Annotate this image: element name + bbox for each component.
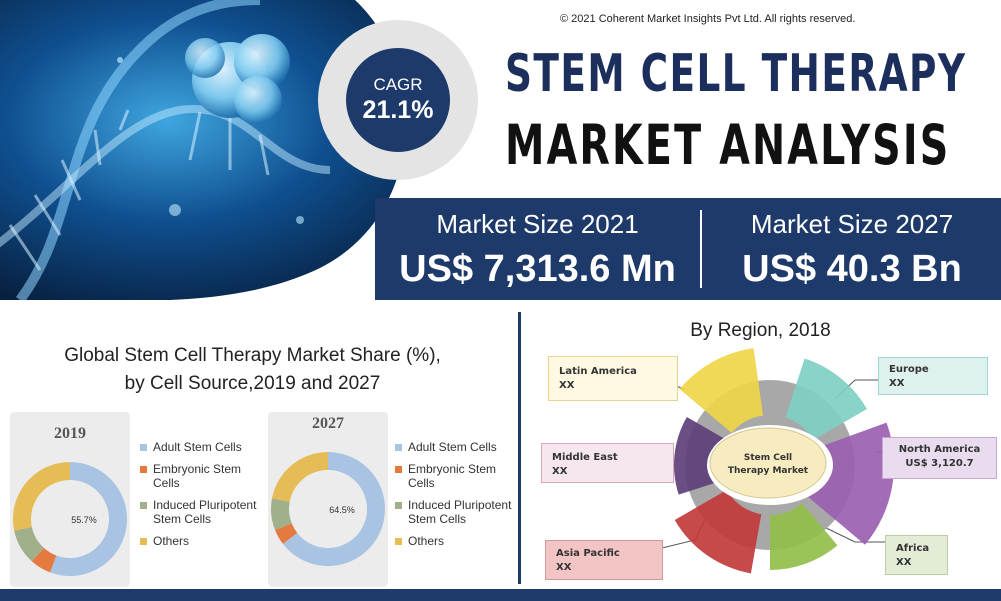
legend-swatch-others xyxy=(140,538,147,545)
region-name-europe: Europe xyxy=(889,364,929,375)
region-name-africa: Africa xyxy=(896,543,930,554)
donut-slice-2019-3 xyxy=(13,462,70,531)
hero-section: CAGR 21.1% © 2021 Coherent Market Insigh… xyxy=(0,0,1001,300)
donut-year-2019: 2019 xyxy=(54,425,86,442)
donut-data-label-2027: 64.5% xyxy=(329,505,355,515)
page-title-line2: MARKET ANALYSIS xyxy=(505,113,951,177)
region-box-europe: Europe XX xyxy=(878,357,988,395)
donut-data-label-2019: 55.7% xyxy=(71,515,97,525)
center-ellipse xyxy=(709,427,827,499)
cagr-badge: CAGR 21.1% xyxy=(318,20,478,180)
center-label-line1: Stem Cell xyxy=(744,453,792,463)
legend-swatch-embryonic xyxy=(140,466,147,473)
band-divider xyxy=(700,210,702,288)
region-value-europe: XX xyxy=(889,378,905,389)
region-name-asia-pacific: Asia Pacific xyxy=(556,548,620,559)
donut-slice-2019-1 xyxy=(31,547,57,573)
region-value-latin-america: XX xyxy=(559,380,575,391)
donut-slice-2027-1 xyxy=(275,523,298,544)
legend-label-induced-line1: Induced Pluripotent xyxy=(408,498,512,512)
legend-label-others: Others xyxy=(153,534,190,548)
legend-item-induced: Induced Pluripotent Stem Cells xyxy=(395,498,515,526)
cell-source-title-line1: Global Stem Cell Therapy Market Share (%… xyxy=(64,345,441,366)
legend-label-others: Others xyxy=(408,534,445,548)
region-sector-africa xyxy=(770,503,838,570)
legend-swatch-others xyxy=(395,538,402,545)
leader-line-africa xyxy=(819,524,885,543)
legend-label-adult: Adult Stem Cells xyxy=(153,440,242,454)
legend-swatch-adult xyxy=(395,444,402,451)
legend-item-adult: Adult Stem Cells xyxy=(395,440,515,454)
cagr-core: CAGR 21.1% xyxy=(346,48,450,152)
cagr-label: CAGR xyxy=(373,75,423,94)
donut-year-2027: 2027 xyxy=(312,415,344,432)
legend-item-adult: Adult Stem Cells xyxy=(140,440,260,454)
legend-item-others: Others xyxy=(140,534,260,548)
region-box-latin-america: Latin America XX xyxy=(548,356,678,401)
market-size-2027-value: US$ 40.3 Bn xyxy=(742,248,962,290)
donut-slice-2019-0 xyxy=(50,462,127,576)
region-sector-latin-america xyxy=(679,348,764,433)
market-size-2027: Market Size 2027 US$ 40.3 Bn xyxy=(703,208,1001,294)
donut-slice-2019-2 xyxy=(14,527,44,562)
region-sector-asia-pacific xyxy=(674,490,762,574)
legend-label-embryonic-line1: Embryonic Stem xyxy=(153,462,242,476)
section-divider xyxy=(518,312,521,584)
region-box-north-america: North America US$ 3,120.7 xyxy=(882,437,997,479)
cell-source-title: Global Stem Cell Therapy Market Share (%… xyxy=(0,342,505,398)
legend-label-induced-line2: Stem Cells xyxy=(408,512,467,526)
market-size-2021-label: Market Size 2021 xyxy=(436,209,639,239)
region-box-middle-east: Middle East XX xyxy=(541,443,674,483)
region-name-north-america: North America xyxy=(898,444,981,455)
legend-swatch-induced xyxy=(395,502,402,509)
bottom-bar xyxy=(0,589,1001,601)
market-size-2021-value: US$ 7,313.6 Mn xyxy=(399,248,676,290)
region-sector-europe xyxy=(785,358,867,440)
legend-label-adult: Adult Stem Cells xyxy=(408,440,497,454)
market-size-band: Market Size 2021 US$ 7,313.6 Mn Market S… xyxy=(375,198,1001,300)
legend-label-embryonic: Embryonic Stem Cells xyxy=(408,462,496,490)
legend-2027: Adult Stem Cells Embryonic Stem Cells In… xyxy=(395,440,515,548)
legend-swatch-induced xyxy=(140,502,147,509)
legend-2019: Adult Stem Cells Embryonic Stem Cells In… xyxy=(140,440,260,548)
donut-slice-2027-0 xyxy=(282,452,385,566)
region-value-asia-pacific: XX xyxy=(556,562,572,573)
region-title: By Region, 2018 xyxy=(690,320,831,341)
page-title-line1: STEM CELL THERAPY xyxy=(505,44,967,104)
region-value-middle-east: XX xyxy=(552,466,568,477)
legend-label-embryonic-line2: Cells xyxy=(408,476,435,490)
region-box-africa: Africa XX xyxy=(885,535,948,575)
legend-label-induced: Induced Pluripotent Stem Cells xyxy=(408,498,511,526)
donut-chart-2019: 55.7% xyxy=(13,462,127,576)
legend-item-embryonic: Embryonic Stem Cells xyxy=(140,462,260,490)
copyright-notice: © 2021 Coherent Market Insights Pvt Ltd.… xyxy=(560,13,856,25)
legend-swatch-adult xyxy=(140,444,147,451)
region-value-africa: XX xyxy=(896,557,912,568)
legend-item-embryonic: Embryonic Stem Cells xyxy=(395,462,515,490)
donut-chart-2027: 64.5% xyxy=(271,452,385,566)
legend-label-induced-line1: Induced Pluripotent xyxy=(153,498,257,512)
region-name-middle-east: Middle East xyxy=(552,452,618,463)
legend-item-induced: Induced Pluripotent Stem Cells xyxy=(140,498,260,526)
cell-source-title-line2: by Cell Source,2019 and 2027 xyxy=(124,373,381,394)
legend-item-others: Others xyxy=(395,534,515,548)
legend-swatch-embryonic xyxy=(395,466,402,473)
region-box-asia-pacific: Asia Pacific XX xyxy=(545,540,663,580)
legend-label-embryonic-line1: Embryonic Stem xyxy=(408,462,497,476)
region-value-north-america: US$ 3,120.7 xyxy=(905,458,974,469)
donut-slice-2027-2 xyxy=(271,498,292,530)
legend-label-embryonic-line2: Cells xyxy=(153,476,180,490)
market-size-2027-label: Market Size 2027 xyxy=(750,209,954,239)
legend-label-embryonic: Embryonic Stem Cells xyxy=(153,462,241,490)
legend-label-induced-line2: Stem Cells xyxy=(153,512,212,526)
region-radial-chart: Stem Cell Therapy Market xyxy=(632,348,894,574)
legend-label-induced: Induced Pluripotent Stem Cells xyxy=(153,498,256,526)
donut-slice-2027-3 xyxy=(272,452,328,502)
center-label-line2: Therapy Market xyxy=(728,466,809,476)
region-name-latin-america: Latin America xyxy=(559,366,637,377)
market-size-2021: Market Size 2021 US$ 7,313.6 Mn xyxy=(375,208,700,294)
cagr-value: 21.1% xyxy=(362,96,434,124)
